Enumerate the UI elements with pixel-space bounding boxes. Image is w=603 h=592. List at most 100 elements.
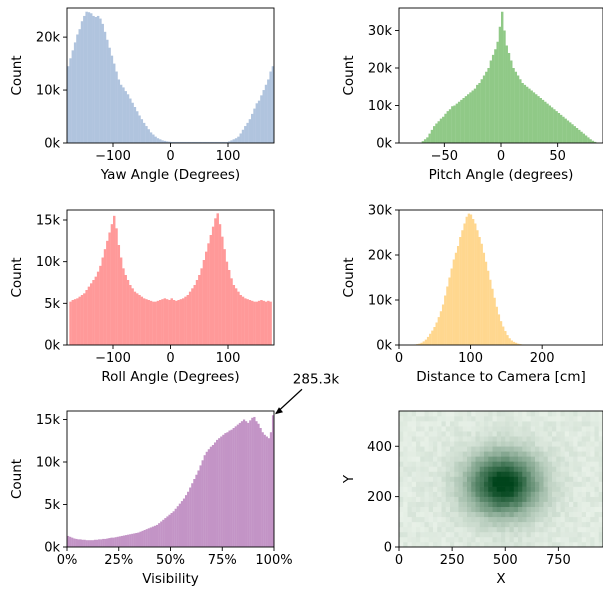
heatmap-cell bbox=[467, 511, 472, 518]
heatmap-cell bbox=[437, 466, 442, 472]
heatmap-cell bbox=[458, 416, 464, 422]
heatmap-cell bbox=[479, 441, 485, 447]
heatmap-cell bbox=[450, 516, 455, 523]
histogram-bar bbox=[498, 26, 502, 143]
histogram-bar bbox=[548, 105, 552, 143]
heatmap-cell bbox=[539, 501, 544, 508]
heatmap-cell bbox=[458, 411, 464, 417]
heatmap-cell bbox=[467, 531, 472, 538]
histogram-bar bbox=[129, 534, 132, 547]
heatmap-cell bbox=[471, 451, 476, 457]
heatmap-cell bbox=[416, 486, 421, 492]
histogram-bar bbox=[193, 285, 196, 345]
heatmap-cell bbox=[594, 436, 600, 442]
heatmap-cell bbox=[518, 536, 523, 543]
heatmap-cell bbox=[573, 456, 578, 462]
heatmap-cell bbox=[535, 521, 540, 528]
histogram-bar bbox=[450, 268, 453, 345]
heatmap-cell bbox=[462, 486, 468, 492]
heatmap-cell bbox=[564, 471, 570, 477]
heatmap-cell bbox=[424, 506, 430, 513]
histogram-bar bbox=[519, 79, 522, 143]
histogram-bar bbox=[138, 115, 141, 143]
heatmap-cell bbox=[590, 541, 595, 548]
heatmap-cell bbox=[450, 431, 455, 437]
heatmap-cell bbox=[539, 471, 544, 477]
heatmap-cell bbox=[399, 531, 404, 538]
heatmap-cell bbox=[407, 441, 413, 447]
histogram-bar bbox=[221, 236, 224, 345]
heatmap-cell bbox=[458, 536, 464, 543]
heatmap-cell bbox=[505, 481, 510, 487]
heatmap-cell bbox=[526, 421, 532, 427]
histogram-bar bbox=[69, 301, 72, 345]
heatmap-cell bbox=[543, 436, 549, 442]
histogram-bar bbox=[444, 295, 447, 345]
heatmap-cell bbox=[467, 496, 472, 502]
subplot-visibility: 0% 25% 50% 75% 100%0k5k10k15kVisibilityCount… bbox=[9, 371, 339, 587]
heatmap-cell bbox=[428, 441, 434, 447]
heatmap-cell bbox=[458, 431, 464, 437]
heatmap-cell bbox=[586, 501, 591, 508]
y-axis-label: Count bbox=[9, 55, 25, 95]
heatmap-cell bbox=[552, 491, 557, 497]
histogram-bar bbox=[253, 108, 256, 143]
heatmap-cell bbox=[590, 466, 595, 472]
heatmap-cell bbox=[471, 416, 476, 422]
heatmap-cell bbox=[411, 536, 417, 543]
heatmap-cell bbox=[509, 441, 515, 447]
heatmap-cell bbox=[441, 456, 447, 462]
heatmap-cell bbox=[479, 466, 485, 472]
heatmap-cell bbox=[543, 431, 549, 437]
heatmap-cell bbox=[411, 531, 417, 538]
histogram-bar bbox=[476, 84, 479, 143]
heatmap-cell bbox=[535, 471, 540, 477]
x-axis-label: Pitch Angle (degrees) bbox=[429, 167, 574, 183]
heatmap-cell bbox=[509, 501, 515, 508]
heatmap-cell bbox=[445, 501, 451, 508]
heatmap-cell bbox=[513, 446, 519, 452]
y-tick-label: 15k bbox=[36, 413, 61, 428]
heatmap-cell bbox=[479, 431, 485, 437]
heatmap-cell bbox=[420, 496, 425, 502]
heatmap-cell bbox=[403, 426, 408, 432]
heatmap-cell bbox=[433, 466, 438, 472]
heatmap-cell bbox=[471, 521, 476, 528]
heatmap-cell bbox=[505, 471, 510, 477]
histogram-bar bbox=[525, 86, 529, 143]
heatmap-cell bbox=[560, 496, 566, 502]
heatmap-cell bbox=[556, 541, 561, 548]
histogram-bar bbox=[459, 237, 462, 345]
heatmap-cell bbox=[437, 511, 442, 518]
heatmap-cell bbox=[513, 501, 519, 508]
heatmap-cell bbox=[441, 421, 447, 427]
histogram-bar bbox=[242, 419, 246, 547]
heatmap-cell bbox=[420, 506, 425, 513]
heatmap-cell bbox=[445, 541, 451, 548]
heatmap-cell bbox=[505, 506, 510, 513]
heatmap-cell bbox=[577, 456, 583, 462]
heatmap-cell bbox=[411, 506, 417, 513]
heatmap-cell bbox=[399, 456, 404, 462]
heatmap-cell bbox=[437, 446, 442, 452]
heatmap-cell bbox=[437, 421, 442, 427]
heatmap-cell bbox=[552, 531, 557, 538]
histogram-bar bbox=[238, 422, 242, 547]
heatmap-cell bbox=[420, 511, 425, 518]
heatmap-cell bbox=[518, 456, 523, 462]
histogram-bar bbox=[104, 538, 107, 547]
heatmap-cell bbox=[416, 461, 421, 467]
heatmap-cell bbox=[539, 521, 544, 528]
heatmap-cell bbox=[428, 486, 434, 492]
heatmap-cell bbox=[428, 476, 434, 482]
histogram-bar bbox=[444, 113, 447, 143]
heatmap-cell bbox=[552, 541, 557, 548]
heatmap-cell bbox=[420, 541, 425, 548]
histogram-bar bbox=[211, 445, 215, 547]
heatmap-cell bbox=[509, 526, 515, 533]
histogram-bar bbox=[428, 133, 431, 143]
heatmap-cell bbox=[433, 411, 438, 417]
heatmap-cell bbox=[556, 536, 561, 543]
heatmap-cell bbox=[433, 531, 438, 538]
heatmap-cell bbox=[475, 441, 481, 447]
